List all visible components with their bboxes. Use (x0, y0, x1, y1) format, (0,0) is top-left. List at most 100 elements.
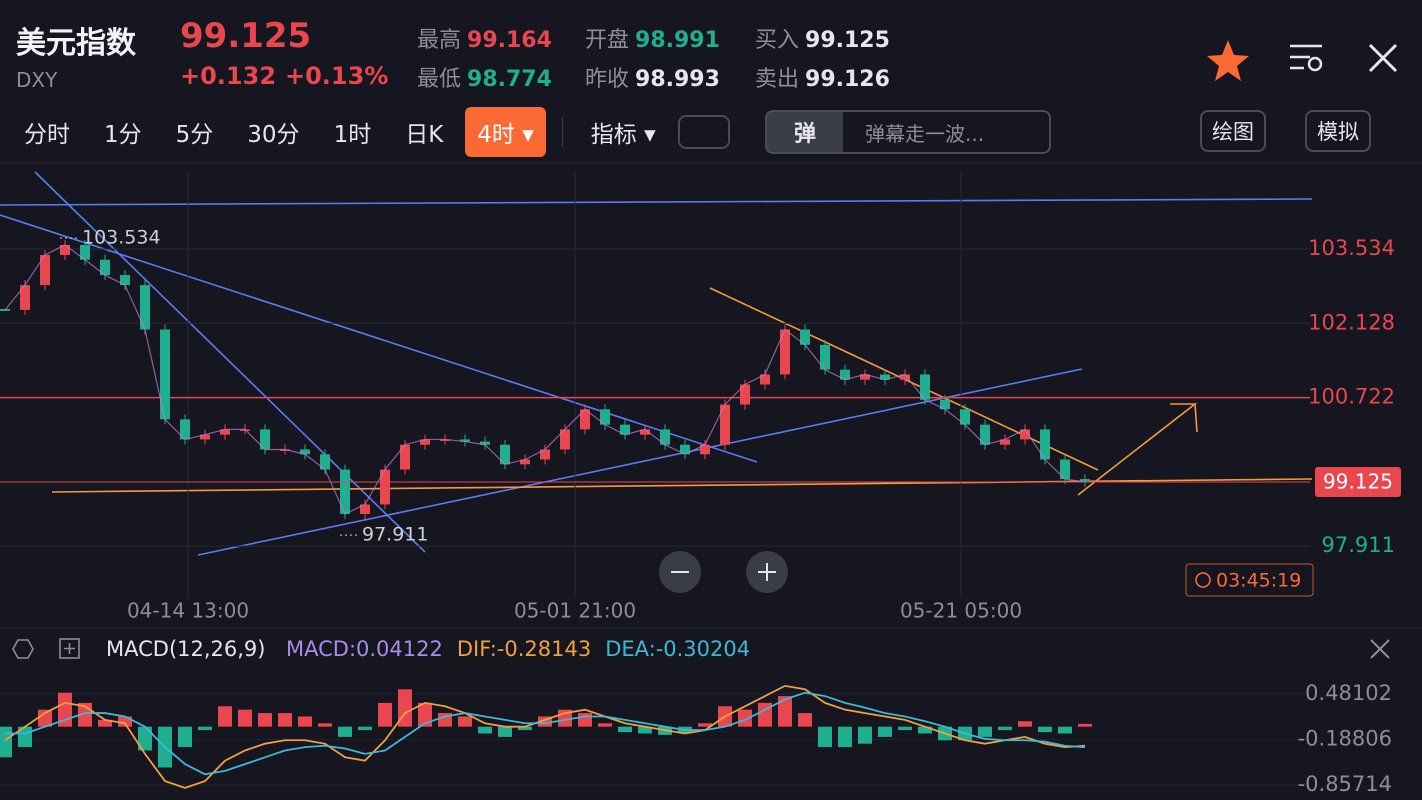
macd-bar (278, 713, 292, 727)
high-label: 103.534 (82, 226, 161, 248)
stat-label: 最低 (417, 67, 462, 92)
candle (920, 374, 930, 400)
period-toolbar: 分时 1分 5分 30分 1时 日K 4时 ▾ 指标 ▾ (12, 107, 730, 157)
last-price-box (1315, 466, 1401, 497)
macd-bar (1018, 721, 1032, 727)
candle (980, 424, 990, 445)
instrument-name: 美元指数 (16, 26, 136, 61)
quote-stat: 最高 99.164 (417, 22, 552, 54)
x-tick-label: 05-01 21:00 (514, 599, 636, 623)
price-change: +0.132 (180, 62, 277, 90)
macd-bar (178, 726, 192, 748)
calendar-button[interactable] (677, 115, 730, 149)
macd-bar (518, 726, 532, 731)
indicator-tab[interactable]: 指标 ▾ (590, 122, 656, 148)
period-tab[interactable]: 日K (405, 122, 444, 148)
period-tab[interactable]: 分时 (24, 122, 70, 148)
macd-bar (478, 726, 492, 734)
stat-value: 99.125 (805, 28, 890, 53)
macd-bar (738, 709, 752, 727)
macd-bar (258, 713, 272, 727)
candle (140, 285, 150, 330)
macd-bar (1058, 726, 1072, 734)
candle (320, 454, 330, 470)
macd-bar (0, 726, 12, 758)
macd-bar (98, 719, 112, 727)
period-tab[interactable]: 4时 ▾ (465, 107, 546, 157)
macd-bar (298, 716, 312, 727)
candle (400, 444, 410, 470)
simulate-button[interactable]: 模拟 (1305, 110, 1371, 152)
danmaku-placeholder: 弹幕走一波... (865, 121, 985, 146)
y-tick-label: -0.18806 (1298, 726, 1392, 750)
macd-bar (578, 713, 592, 727)
macd-bar (598, 723, 612, 727)
candle (1000, 439, 1010, 445)
x-tick-label: 05-21 05:00 (900, 599, 1022, 623)
favorite-icon[interactable] (1207, 40, 1249, 81)
macd-title: MACD(12,26,9) (106, 637, 266, 661)
period-tab[interactable]: 5分 (175, 122, 214, 148)
candle (520, 459, 530, 465)
x-tick-label: 04-14 13:00 (127, 599, 249, 623)
close-icon[interactable] (1368, 43, 1398, 73)
add-indicator-icon[interactable] (59, 638, 80, 659)
macd-bar (698, 723, 712, 727)
candle (900, 374, 910, 380)
candle (500, 444, 510, 465)
indicator-settings-icon[interactable] (12, 639, 34, 659)
zoom-in-icon (758, 563, 776, 581)
macd-bar (878, 726, 892, 737)
settings-icon[interactable] (1290, 44, 1323, 72)
candle (360, 504, 370, 514)
legend-entry: DIF:-0.28143 (457, 637, 591, 661)
candle (420, 439, 430, 445)
legend-entry: MACD:0.04122 (286, 637, 443, 661)
candle (1060, 459, 1070, 480)
candle (600, 409, 610, 425)
macd-bar (858, 726, 872, 744)
candle (580, 409, 590, 430)
stat-value: 99.126 (805, 67, 890, 92)
period-tab[interactable]: 30分 (247, 122, 300, 148)
candle (640, 429, 650, 435)
candle (460, 439, 470, 442)
candle (660, 429, 670, 445)
macd-bar (638, 726, 652, 734)
period-tab[interactable]: 1分 (104, 122, 142, 148)
candle (340, 469, 350, 514)
stat-label: 最高 (417, 28, 462, 53)
candle (620, 424, 630, 435)
instrument-symbol: DXY (16, 68, 58, 92)
macd-bar (378, 702, 392, 727)
macd-bar (918, 726, 932, 734)
macd-bar (318, 723, 332, 727)
price-change-pct: +0.13% (285, 62, 389, 90)
close-indicator-icon[interactable] (1370, 639, 1390, 659)
candle (800, 329, 810, 345)
y-tick-label: 102.128 (1308, 310, 1395, 334)
period-tab[interactable]: 1时 (333, 122, 372, 148)
candle (880, 374, 890, 380)
candle (20, 285, 30, 310)
separator (561, 118, 563, 146)
candle (960, 409, 970, 425)
candle (1020, 429, 1030, 440)
candle (680, 444, 690, 455)
candle (80, 244, 90, 260)
candle (740, 384, 750, 405)
macd-bar (898, 726, 912, 731)
draw-button[interactable]: 绘图 (1200, 110, 1266, 152)
countdown: 03:45:19 (1216, 570, 1301, 592)
macd-bar (138, 726, 152, 751)
countdown-box (1185, 563, 1314, 597)
candle (180, 419, 190, 440)
danmaku-input[interactable]: 弹 弹幕走一波... (765, 110, 1051, 154)
stat-value: 98.774 (467, 67, 552, 92)
candle (1040, 429, 1050, 460)
macd-bar (118, 716, 132, 727)
candle (220, 429, 230, 435)
low-label: 97.911 (362, 524, 428, 546)
candle (200, 434, 210, 440)
